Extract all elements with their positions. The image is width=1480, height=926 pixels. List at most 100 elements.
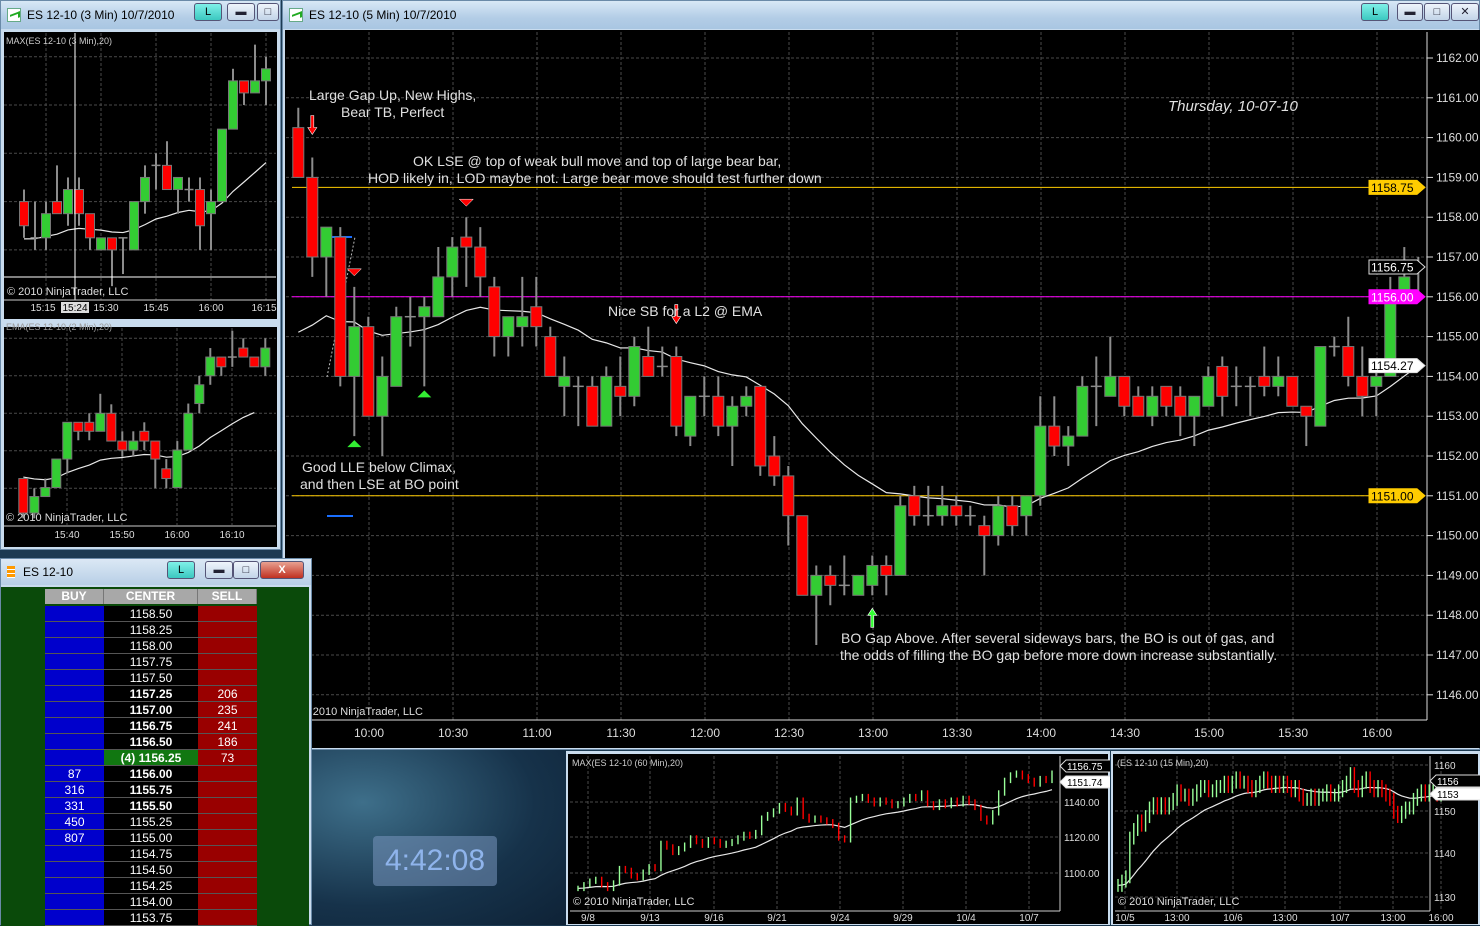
ladder-price-cell[interactable]: 1157.25: [104, 686, 198, 702]
ladder-buy-cell[interactable]: [45, 878, 104, 894]
ladder-sell-cell[interactable]: [198, 862, 257, 878]
ladder-price-cell[interactable]: 1158.50: [104, 606, 198, 622]
link-button[interactable]: L: [1361, 3, 1389, 21]
ladder-sell-cell[interactable]: [198, 894, 257, 910]
ladder-buy-cell[interactable]: [45, 894, 104, 910]
x-tick-label: 15:45: [143, 303, 168, 314]
ladder-buy-cell[interactable]: [45, 750, 104, 766]
buy-triangle-icon: [417, 390, 432, 398]
ladder-sell-cell[interactable]: 73: [198, 750, 257, 766]
ladder-buy-cell[interactable]: [45, 862, 104, 878]
ladder-price-cell[interactable]: 1156.75: [104, 718, 198, 734]
ladder-price-cell[interactable]: 1155.50: [104, 798, 198, 814]
x-tick-label: 9/29: [893, 913, 913, 924]
ladder-price-cell[interactable]: 1154.50: [104, 862, 198, 878]
ladder-price-cell[interactable]: 1158.00: [104, 638, 198, 654]
ladder-buy-cell[interactable]: [45, 638, 104, 654]
ladder-sell-cell[interactable]: 235: [198, 702, 257, 718]
link-button[interactable]: L: [167, 561, 195, 579]
ladder-price-cell[interactable]: 1155.75: [104, 782, 198, 798]
minimize-button[interactable]: ▬: [1397, 3, 1423, 21]
ladder-price-cell[interactable]: 1157.50: [104, 670, 198, 686]
x-tick-label: 12:30: [774, 726, 804, 740]
header-sell[interactable]: SELL: [198, 589, 257, 604]
maximize-button[interactable]: □: [233, 561, 259, 579]
price-ladder[interactable]: BUY CENTER SELL 1158.50 1158.25 1158.00 115…: [1, 587, 309, 926]
candle-up: [51, 458, 62, 489]
ladder-sell-cell[interactable]: [198, 782, 257, 798]
maximize-button[interactable]: □: [257, 3, 279, 21]
ladder-price-cell[interactable]: 1156.00: [104, 766, 198, 782]
ladder-buy-cell[interactable]: [45, 702, 104, 718]
chart-15min[interactable]: 10/5 13:00 10/6 13:00 10/7 13:00 16:00 1160 1150…: [1111, 751, 1480, 925]
ladder-price-cell[interactable]: 1153.75: [104, 910, 198, 926]
annotation-lse-1: OK LSE @ top of weak bull move and top o…: [413, 153, 782, 169]
ladder-buy-cell[interactable]: [45, 606, 104, 622]
ladder-sell-cell[interactable]: [198, 638, 257, 654]
ladder-buy-cell[interactable]: [45, 718, 104, 734]
ladder-price-cell[interactable]: 1158.25: [104, 622, 198, 638]
candle-up: [1146, 395, 1159, 417]
ladder-buy-cell[interactable]: 450: [45, 814, 104, 830]
ladder-buy-cell[interactable]: 87: [45, 766, 104, 782]
copyright-text: © 2010 NinjaTrader, LLC: [6, 512, 127, 524]
header-center[interactable]: CENTER: [104, 589, 198, 604]
ladder-buy-cell[interactable]: [45, 686, 104, 702]
header-buy[interactable]: BUY: [45, 589, 104, 604]
minimize-button[interactable]: ▬: [227, 3, 255, 21]
main-chart[interactable]: 10:00 10:30 11:00 11:30 12:00 12:30 13:00 13:30…: [285, 30, 1480, 748]
close-button[interactable]: ✕: [1451, 3, 1479, 21]
maximize-button[interactable]: □: [1424, 3, 1450, 21]
ladder-buy-cell[interactable]: [45, 654, 104, 670]
ladder-sell-cell[interactable]: 206: [198, 686, 257, 702]
close-button[interactable]: X: [260, 561, 304, 579]
ladder-buy-cell[interactable]: [45, 670, 104, 686]
ladder-sell-cell[interactable]: [198, 766, 257, 782]
ladder-price-cell[interactable]: 1154.25: [104, 878, 198, 894]
link-button[interactable]: L: [194, 3, 222, 21]
ladder-sell-cell[interactable]: [198, 670, 257, 686]
ladder-price-cell[interactable]: (4) 1156.25: [104, 750, 198, 766]
ladder-sell-cell[interactable]: [198, 798, 257, 814]
ladder-sell-cell[interactable]: [198, 846, 257, 862]
ladder-sell-cell[interactable]: [198, 814, 257, 830]
candle-down: [1356, 375, 1369, 397]
candle-down: [239, 80, 249, 94]
candle-down: [950, 505, 963, 517]
chart-icon: [7, 8, 21, 22]
ladder-price-cell[interactable]: 1155.25: [104, 814, 198, 830]
ladder-price-cell[interactable]: 1155.00: [104, 830, 198, 846]
ladder-buy-cell[interactable]: [45, 622, 104, 638]
ladder-buy-cell[interactable]: [45, 846, 104, 862]
ladder-buy-cell[interactable]: 331: [45, 798, 104, 814]
chart-60min[interactable]: 9/8 9/13 9/16 9/21 9/24 9/29 10/4 10/7 1140.00 11…: [566, 751, 1110, 925]
ladder-sell-cell[interactable]: 241: [198, 718, 257, 734]
ladder-sell-cell[interactable]: [198, 622, 257, 638]
ladder-price-cell[interactable]: 1154.75: [104, 846, 198, 862]
minimize-button[interactable]: ▬: [205, 561, 233, 579]
ladder-sell-cell[interactable]: [198, 910, 257, 926]
ladder-buy-cell[interactable]: 316: [45, 782, 104, 798]
ladder-price-cell[interactable]: 1157.00: [104, 702, 198, 718]
buy-triangle-icon: [347, 440, 362, 448]
left-charts[interactable]: MAX(ES 12-10 (3 Min),20) © 2010 NinjaTrad…: [2, 30, 279, 548]
ladder-sell-cell[interactable]: 186: [198, 734, 257, 750]
ladder-buy-cell[interactable]: [45, 734, 104, 750]
ladder-buy-cell[interactable]: [45, 910, 104, 926]
candle-up: [1272, 375, 1285, 387]
ladder-sell-cell[interactable]: [198, 830, 257, 846]
ladder-price-cell[interactable]: 1154.00: [104, 894, 198, 910]
ladder-price-cell[interactable]: 1156.50: [104, 734, 198, 750]
ladder-buy-cell[interactable]: 807: [45, 830, 104, 846]
candle-down: [19, 201, 29, 227]
ladder-price-cell[interactable]: 1157.75: [104, 654, 198, 670]
ladder-sell-cell[interactable]: [198, 878, 257, 894]
title-bar[interactable]: ES 12-10 (5 Min) 10/7/2010: [283, 1, 1479, 29]
x-tick-label: 11:00: [522, 726, 551, 740]
ladder-sell-cell[interactable]: [198, 654, 257, 670]
ladder-sell-cell[interactable]: [198, 606, 257, 622]
candle-down: [768, 455, 781, 477]
price-tag-shape: [1368, 358, 1426, 374]
title-bar[interactable]: ES 12-10: [1, 559, 311, 585]
price-tag: 1158.75: [1368, 179, 1426, 195]
